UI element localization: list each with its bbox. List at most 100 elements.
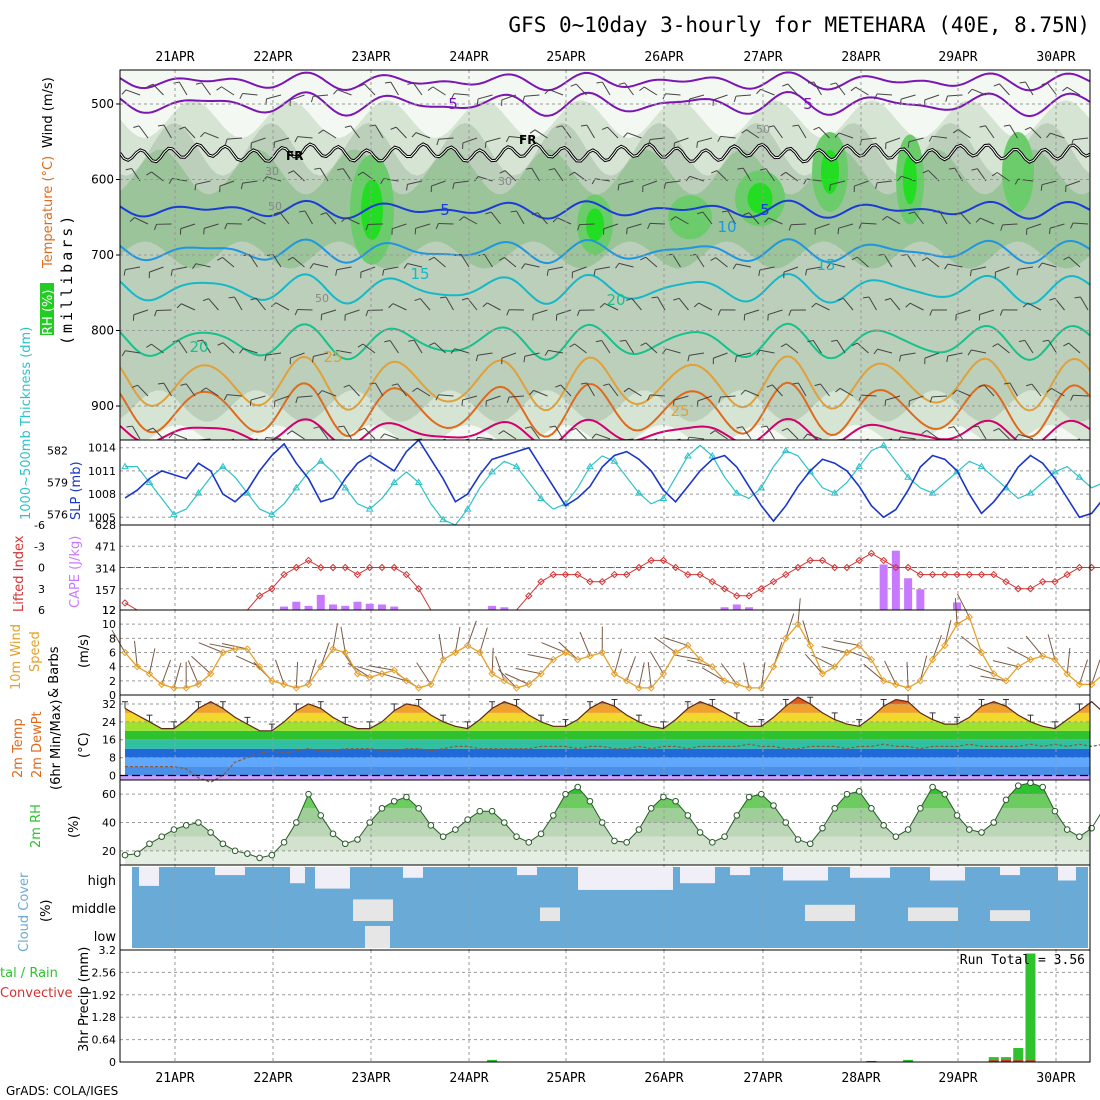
wind10m-point	[243, 645, 252, 653]
wind10m-point	[414, 684, 423, 692]
wind10m-point	[231, 645, 239, 653]
thickness-point	[463, 505, 472, 512]
cloud-high-gap	[680, 867, 715, 884]
contour-label: 15	[816, 256, 835, 274]
wind-barb-feather	[180, 383, 187, 386]
rh2m-point	[904, 826, 912, 833]
wind10m-point	[1063, 670, 1071, 678]
wind-barb-feather	[531, 212, 538, 216]
wind-barb	[746, 129, 760, 139]
wind-barb	[516, 210, 525, 225]
rh2m-point	[586, 797, 594, 805]
cape-bar	[916, 589, 925, 610]
rh2m-point	[488, 807, 496, 815]
wind-barb	[835, 82, 846, 96]
temp-bands	[125, 697, 1090, 780]
thickness-point	[1075, 473, 1084, 480]
cape-bar	[500, 607, 509, 610]
wind-barb	[417, 387, 431, 397]
wind-barb-feather	[884, 400, 887, 407]
wind10m-point	[353, 670, 362, 678]
wind-barb	[266, 437, 282, 440]
wind-barb-feather	[807, 339, 814, 343]
rh2m-point	[672, 797, 679, 805]
wind10m-point	[928, 655, 937, 664]
wind10m-barb	[649, 651, 664, 675]
wind-barb	[1002, 223, 1018, 226]
freezing-label: FR	[519, 133, 536, 147]
wind-barb	[1024, 340, 1034, 354]
wind-barb	[222, 257, 235, 268]
slp-line	[124, 438, 1100, 523]
wind-barb-feather	[688, 98, 691, 106]
wind10m-barb	[956, 593, 970, 618]
wind-barb-feather	[407, 82, 414, 85]
wind-barb	[292, 256, 305, 268]
rh2m-point	[537, 830, 545, 838]
wind10m-point	[525, 680, 533, 689]
wind-barb	[868, 296, 877, 311]
panel-frame-precip	[119, 949, 1091, 1063]
wind-barb-feather	[294, 136, 299, 143]
rh2m-point	[146, 840, 153, 848]
rh2m-point	[635, 826, 643, 833]
wind10m-point	[1026, 655, 1035, 664]
wind-barb-feather	[391, 383, 398, 386]
wind-barb	[1051, 388, 1065, 397]
wind-barb-feather	[834, 132, 840, 138]
wind-barb	[595, 433, 611, 440]
wind10m-point	[782, 634, 790, 643]
grads-credit: GrADS: COLA/IGES	[6, 1084, 118, 1098]
wind10m-unit: (m/s)	[77, 634, 92, 668]
wind-barb	[766, 425, 775, 440]
wind-barb-feather	[200, 132, 205, 138]
lifted-index-point	[990, 570, 998, 579]
wind-barb	[838, 223, 854, 229]
wind-barb-feather	[157, 124, 165, 127]
wind-barb-feather	[954, 212, 961, 216]
cape-bar	[745, 607, 754, 610]
wind-barb	[908, 137, 924, 143]
wind-barb-feather	[617, 184, 620, 191]
wind-barb	[227, 394, 243, 397]
wind-barb-feather	[224, 223, 228, 230]
wind-barb	[350, 125, 360, 139]
wind-barb-feather	[595, 340, 602, 343]
wind10m-barb	[638, 662, 645, 689]
wind-barb	[627, 132, 642, 139]
wind10m-point	[402, 677, 411, 685]
rh2m-point	[464, 816, 471, 823]
wind10m-point	[941, 641, 949, 650]
wind-barb-feather	[1071, 139, 1074, 146]
wind-barb	[843, 298, 854, 311]
wind10m-barb	[960, 635, 982, 653]
cloud-middle-gap	[540, 907, 560, 921]
wind10m-point	[818, 670, 827, 678]
lifted-index-point	[659, 556, 668, 565]
thickness-point	[830, 489, 839, 496]
wind-barb	[395, 126, 407, 139]
wind10m-point	[769, 662, 778, 671]
wind-barb	[715, 257, 728, 268]
rh2m-point	[929, 783, 936, 791]
temp-tick-label: 0	[109, 770, 116, 783]
wind-barb	[861, 394, 877, 397]
lifted-index-point	[733, 592, 741, 600]
wind-barb-feather	[687, 355, 690, 362]
wind-barb	[364, 83, 376, 96]
wind-barb-feather	[264, 354, 267, 362]
rh-band	[125, 822, 1090, 837]
lifted-index-point	[916, 570, 925, 579]
cape-tick-label: 628	[95, 519, 116, 532]
rh2m-point	[806, 840, 814, 848]
wind-barb-feather	[154, 310, 157, 317]
wind-barb	[947, 263, 963, 268]
wind10m-point	[1002, 677, 1010, 685]
wind-barb-feather	[125, 168, 132, 171]
rh2m-point	[941, 790, 949, 798]
precip-total-bar	[487, 1059, 498, 1062]
rh2m-point	[868, 805, 875, 812]
wind-barb	[374, 382, 384, 397]
date-label-top: 29APR	[938, 50, 977, 65]
